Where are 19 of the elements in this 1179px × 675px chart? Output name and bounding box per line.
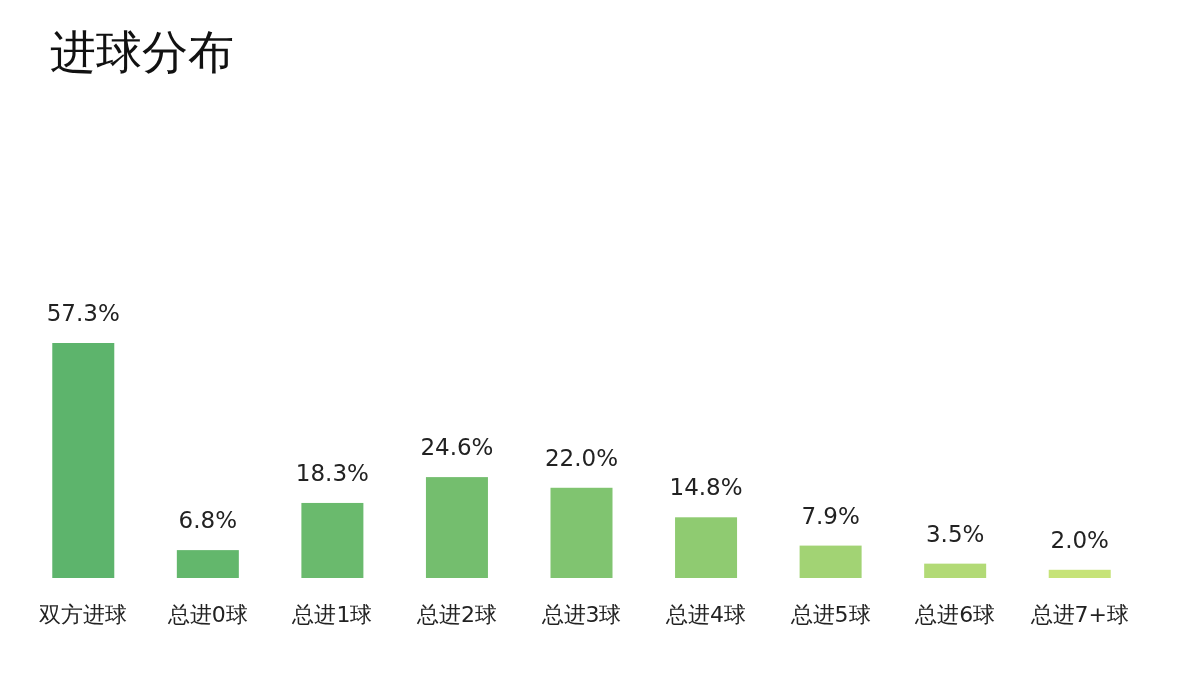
data-label: 14.8% bbox=[669, 474, 743, 501]
x-tick-label: 总进6球 bbox=[914, 602, 996, 627]
x-tick-label: 总进5球 bbox=[789, 602, 871, 627]
title: 进球分布 bbox=[50, 25, 234, 79]
data-label: 22.0% bbox=[544, 444, 619, 471]
x-tick-label: 总进4球 bbox=[665, 602, 747, 627]
data-label: 7.9% bbox=[801, 502, 860, 529]
x-tick-label: 总进7+球 bbox=[1029, 602, 1129, 627]
data-label: 3.5% bbox=[925, 520, 985, 547]
data-label: 18.3% bbox=[295, 459, 369, 486]
data-label: 57.3% bbox=[46, 300, 120, 326]
x-tick-label: 总进0球 bbox=[166, 602, 248, 627]
data-label: 24.6% bbox=[420, 434, 494, 461]
data-label: 6.8% bbox=[178, 507, 238, 534]
x-tick-label: 双方进球 bbox=[39, 602, 128, 627]
x-tick-label: 总进1球 bbox=[291, 602, 373, 627]
x-tick-label: 总进3球 bbox=[540, 602, 622, 627]
data-label: 2.0% bbox=[1050, 526, 1109, 553]
x-tick-label: 总进2球 bbox=[415, 602, 497, 627]
